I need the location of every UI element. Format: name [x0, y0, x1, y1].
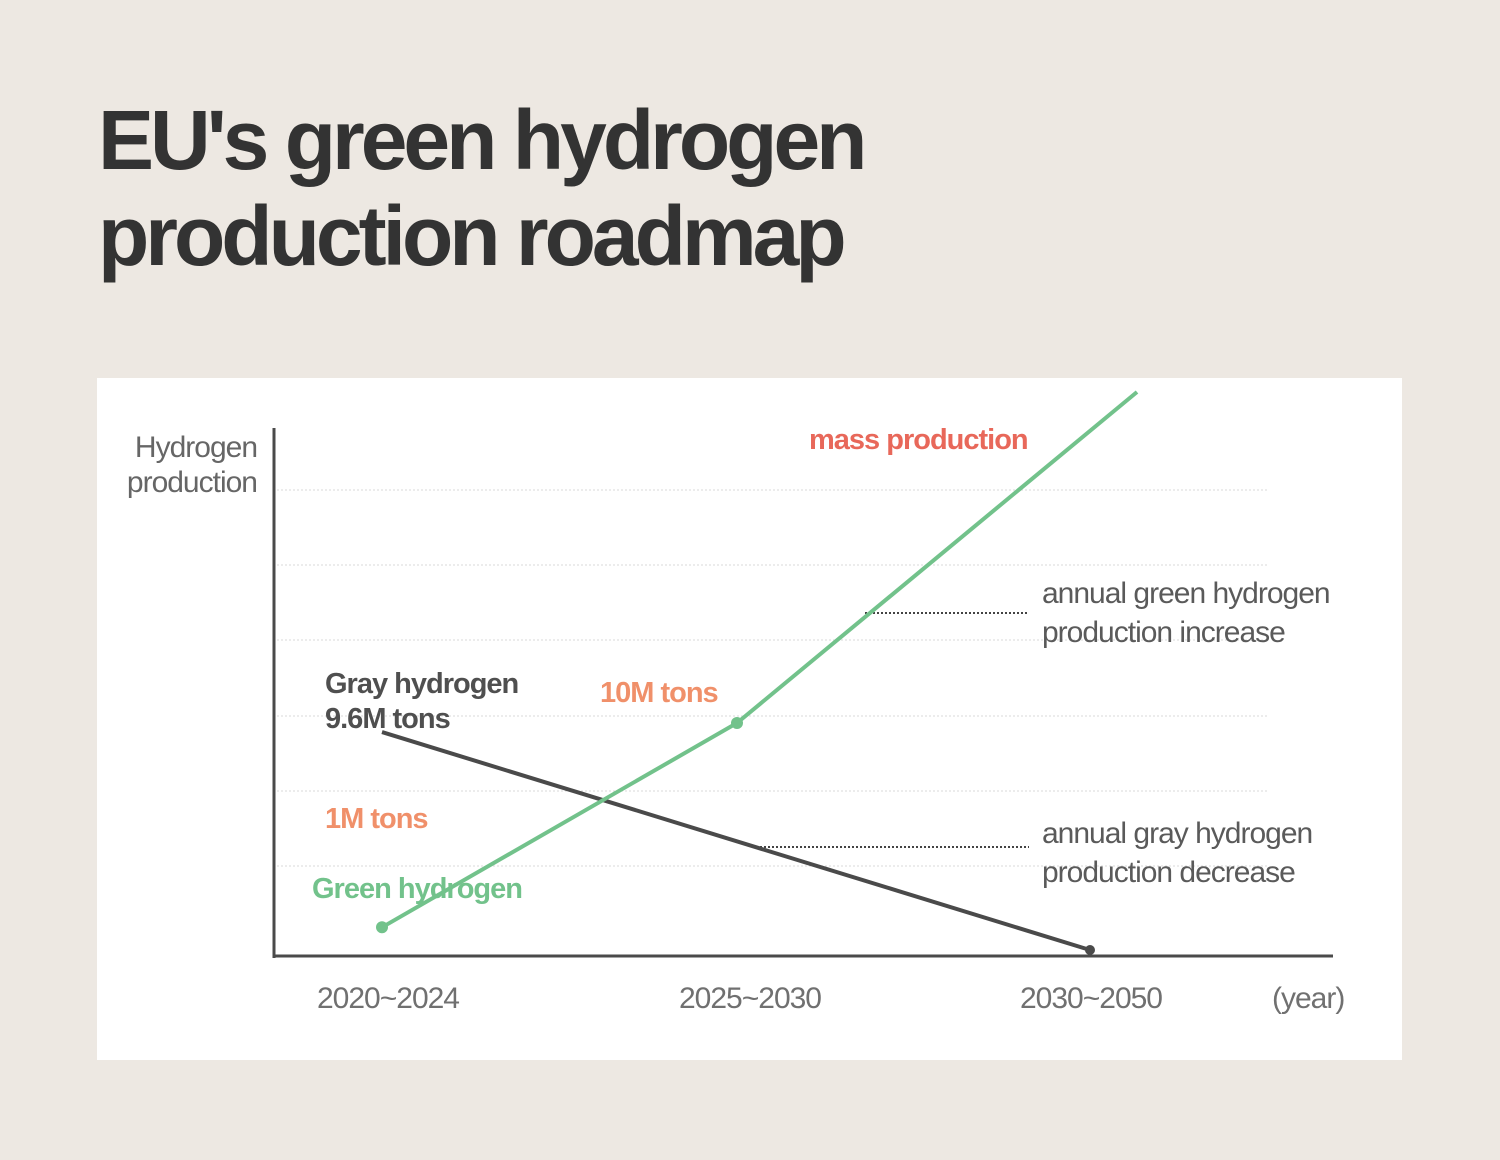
green-10m-label: 10M tons [600, 677, 719, 709]
x-tick-label: 2025~2030 [679, 982, 822, 1015]
green-hydrogen-point-1 [376, 921, 388, 934]
green-hydrogen-name-label: Green hydrogen [312, 873, 523, 905]
gray-hydrogen-value-label: 9.6M tons [325, 703, 451, 735]
green-hydrogen-point-2 [731, 717, 743, 729]
y-axis-label-text: Hydrogen production [126, 431, 258, 499]
chart-svg [272, 390, 1333, 958]
green-annotation-line-2: production increase [1042, 616, 1286, 649]
green-increase-annotation: annual green hydrogen production increas… [1042, 574, 1331, 652]
page-title: EU's green hydrogen production roadmap [98, 92, 867, 284]
chart-grid [277, 489, 1267, 867]
title-line-1: EU's green hydrogen [98, 93, 867, 187]
gray-hydrogen-name-label: Gray hydrogen [325, 668, 519, 700]
chart-card: Hydrogen production mass production Gray… [97, 378, 1402, 1060]
gray-annotation-line-1: annual gray hydrogen [1042, 817, 1313, 850]
mass-production-label: mass production [809, 424, 1029, 456]
y-axis-label: Hydrogen production [97, 430, 258, 500]
x-axis-unit-label: (year) [1272, 982, 1345, 1015]
x-tick-label: 2030~2050 [1020, 982, 1163, 1015]
x-tick-label: 2020~2024 [317, 982, 460, 1015]
green-1m-label: 1M tons [325, 803, 429, 835]
green-annotation-line-1: annual green hydrogen [1042, 577, 1331, 610]
title-line-2: production roadmap [98, 189, 847, 283]
gray-decrease-annotation: annual gray hydrogen production decrease [1042, 814, 1313, 892]
gray-hydrogen-line [381, 730, 1091, 952]
gray-annotation-line-2: production decrease [1042, 856, 1296, 889]
gray-hydrogen-end-point [1085, 945, 1095, 955]
